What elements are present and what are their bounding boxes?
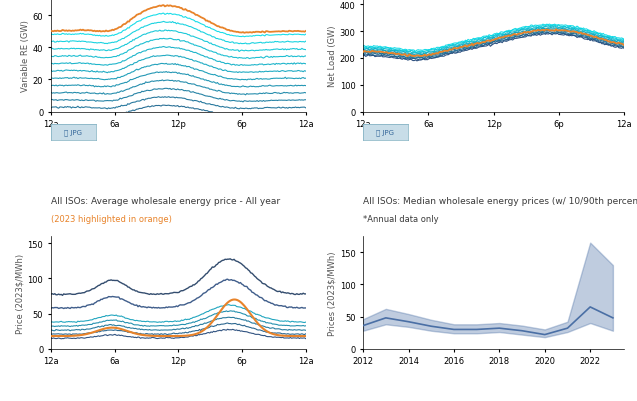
Text: *Annual data only: *Annual data only <box>363 214 439 223</box>
Text: (2023 highlighted in orange): (2023 highlighted in orange) <box>51 214 172 223</box>
Y-axis label: Variable RE (GW): Variable RE (GW) <box>21 20 30 92</box>
Y-axis label: Net Load (GW): Net Load (GW) <box>328 26 337 87</box>
Text: ⤓ JPG: ⤓ JPG <box>376 129 394 136</box>
Y-axis label: Price (2023$/MWh): Price (2023$/MWh) <box>16 253 25 333</box>
Y-axis label: Prices (2023$/MWh): Prices (2023$/MWh) <box>328 251 337 335</box>
Text: ⤓ JPG: ⤓ JPG <box>64 129 82 136</box>
Text: All ISOs: Median wholesale energy prices (w/ 10/90th percentile): All ISOs: Median wholesale energy prices… <box>363 196 637 205</box>
Text: All ISOs: Average wholesale energy price - All year: All ISOs: Average wholesale energy price… <box>51 196 280 205</box>
